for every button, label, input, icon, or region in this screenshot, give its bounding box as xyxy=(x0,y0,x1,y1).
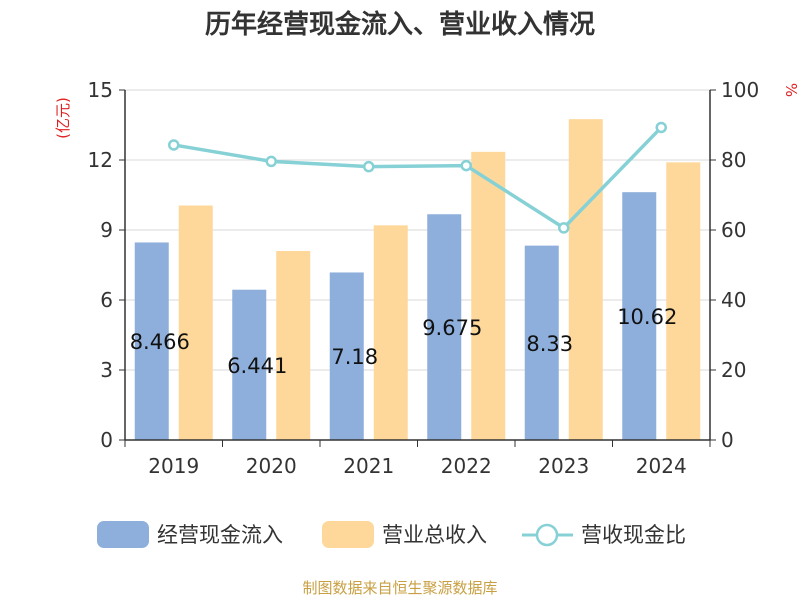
right-tick-label: 100 xyxy=(721,78,759,102)
bar-revenue-2023[interactable] xyxy=(568,119,603,441)
legend: 经营现金流入 营业总收入 营收现金比 xyxy=(97,521,686,548)
data-label-cash-inflow: 6.441 xyxy=(227,354,287,378)
bar-revenue-2024[interactable] xyxy=(666,162,701,441)
x-tick-label: 2020 xyxy=(246,454,297,478)
right-tick-label: 60 xyxy=(721,218,746,242)
right-tick-label: 0 xyxy=(721,428,734,452)
left-tick-label: 9 xyxy=(100,218,113,242)
bar-cash-inflow-2021[interactable] xyxy=(329,272,364,440)
bar-revenue-2020[interactable] xyxy=(276,251,311,440)
ratio-line xyxy=(168,121,667,234)
left-tick-label: 0 xyxy=(100,428,113,452)
left-axis-label: (亿元) xyxy=(54,97,72,139)
legend-item-revenue[interactable]: 营业总收入 xyxy=(322,521,487,548)
bar-cash-inflow-2022[interactable] xyxy=(427,214,462,440)
legend-item-cash-inflow[interactable]: 经营现金流入 xyxy=(97,521,283,548)
grid-lines xyxy=(125,89,710,371)
data-label-cash-inflow: 9.675 xyxy=(422,316,482,340)
chart-title: 历年经营现金流入、营业收入情况 xyxy=(205,9,595,40)
right-tick-label: 20 xyxy=(721,358,746,382)
right-tick-label: 40 xyxy=(721,288,746,312)
legend-label-revenue: 营业总收入 xyxy=(382,523,487,547)
bar-revenue-2022[interactable] xyxy=(471,151,506,441)
legend-item-ratio[interactable]: 营收现金比 xyxy=(522,523,686,547)
legend-swatch-revenue xyxy=(322,521,374,548)
data-label-cash-inflow: 8.466 xyxy=(130,330,190,354)
legend-swatch-ratio-marker xyxy=(535,523,559,547)
data-labels: 8.466 6.441 7.18 9.675 8.33 10.62 xyxy=(130,305,678,378)
x-tick-label: 2023 xyxy=(538,454,589,478)
bar-cash-inflow-2020[interactable] xyxy=(232,289,267,440)
legend-label-cash-inflow: 经营现金流入 xyxy=(157,523,283,547)
bar-revenue-2021[interactable] xyxy=(373,225,408,440)
x-tick-label: 2019 xyxy=(148,454,199,478)
bar-cash-inflow-2024[interactable] xyxy=(622,192,657,440)
data-label-cash-inflow: 10.62 xyxy=(617,305,677,329)
legend-label-ratio: 营收现金比 xyxy=(581,523,686,547)
left-tick-label: 6 xyxy=(100,288,113,312)
bar-cash-inflow-2019[interactable] xyxy=(134,242,169,440)
ratio-line-path xyxy=(173,126,663,231)
ratio-point-2024[interactable] xyxy=(655,121,667,134)
x-tick-label: 2021 xyxy=(343,454,394,478)
ratio-point-2020[interactable] xyxy=(265,155,277,168)
ratio-point-2022[interactable] xyxy=(460,159,472,172)
bar-revenue-2019[interactable] xyxy=(178,205,213,441)
data-label-cash-inflow: 8.33 xyxy=(526,332,573,356)
ratio-point-2021[interactable] xyxy=(363,160,375,173)
x-tick-label: 2022 xyxy=(441,454,492,478)
left-tick-label: 3 xyxy=(100,358,113,382)
bar-cash-inflow-2023[interactable] xyxy=(524,245,559,440)
data-label-cash-inflow: 7.18 xyxy=(331,345,378,369)
left-tick-label: 15 xyxy=(88,78,113,102)
ratio-point-2023[interactable] xyxy=(558,222,570,234)
x-tick-label: 2024 xyxy=(636,454,687,478)
source-note: 制图数据来自恒生聚源数据库 xyxy=(302,579,497,597)
ratio-point-2019[interactable] xyxy=(168,139,180,151)
left-tick-label: 12 xyxy=(88,148,113,172)
right-tick-label: 80 xyxy=(721,148,746,172)
legend-swatch-cash-inflow xyxy=(97,521,149,548)
axes: 0 3 6 9 12 15 0 20 40 60 80 100 2019 2020 2021 2022 2023… xyxy=(88,78,760,478)
right-axis-label: % xyxy=(782,83,800,97)
bars xyxy=(134,119,701,441)
